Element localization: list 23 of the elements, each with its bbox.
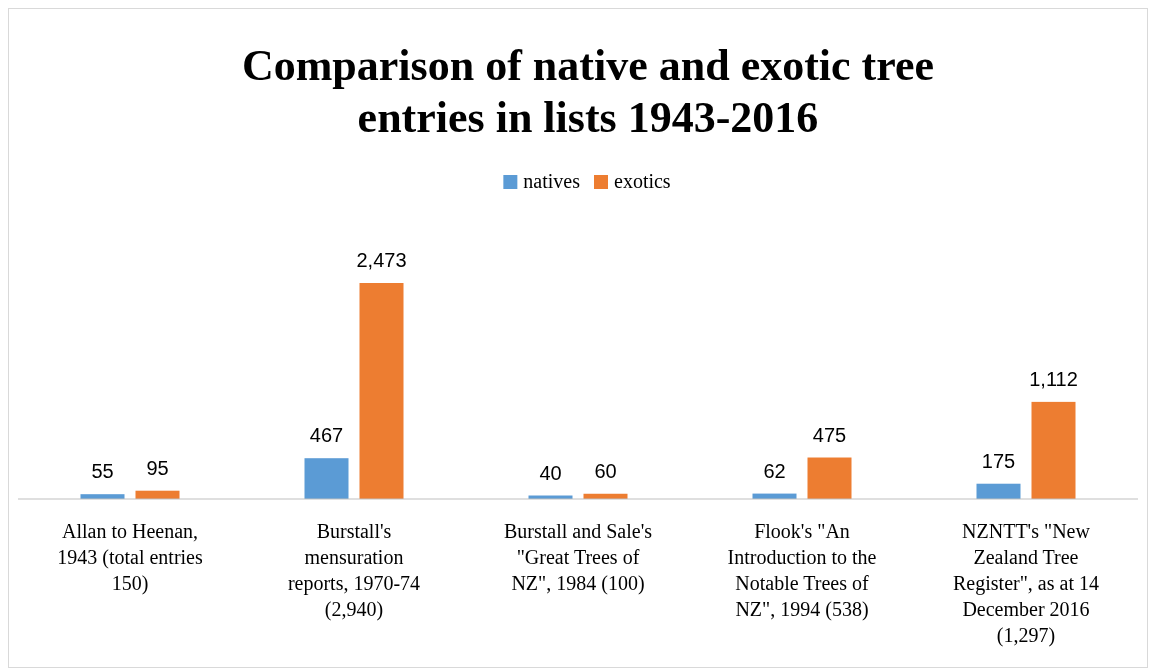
- data-label: 95: [146, 456, 169, 479]
- data-label: 62: [763, 459, 786, 482]
- x-tick-label: Flook's "An Introduction to the Notable Trees of NZ", 1994 (538): [727, 520, 877, 621]
- bar: [359, 283, 404, 499]
- legend-label: natives: [523, 170, 581, 192]
- bar: [1031, 401, 1076, 499]
- bar: [976, 483, 1021, 499]
- data-label: 475: [812, 423, 847, 446]
- bar: [807, 457, 852, 499]
- data-label: 55: [91, 460, 114, 483]
- x-tick-label: Allan to Heenan, 1943 (total entries 150): [57, 520, 203, 595]
- data-label: 60: [594, 459, 617, 482]
- data-label: 40: [539, 461, 562, 484]
- x-tick-label: Burstall's mensuration reports, 1970-74 (2,940): [287, 520, 421, 621]
- data-label: 2,473: [356, 249, 407, 271]
- bar: [304, 458, 349, 499]
- chart-title: Comparison of native and exotic tree entries in lists 1943-2016: [241, 41, 935, 142]
- x-tick-label: NZNTT's "New Zealand Tree Register", as at 14 December 2016 (1,297): [953, 520, 1099, 647]
- data-label: 175: [981, 449, 1016, 472]
- data-label: 1,112: [1029, 367, 1078, 390]
- x-tick-label: Burstall and Sale's "Great Trees of NZ", 1984 (100): [503, 520, 653, 595]
- data-label: 467: [309, 424, 344, 447]
- legend-label: exotics: [614, 170, 671, 192]
